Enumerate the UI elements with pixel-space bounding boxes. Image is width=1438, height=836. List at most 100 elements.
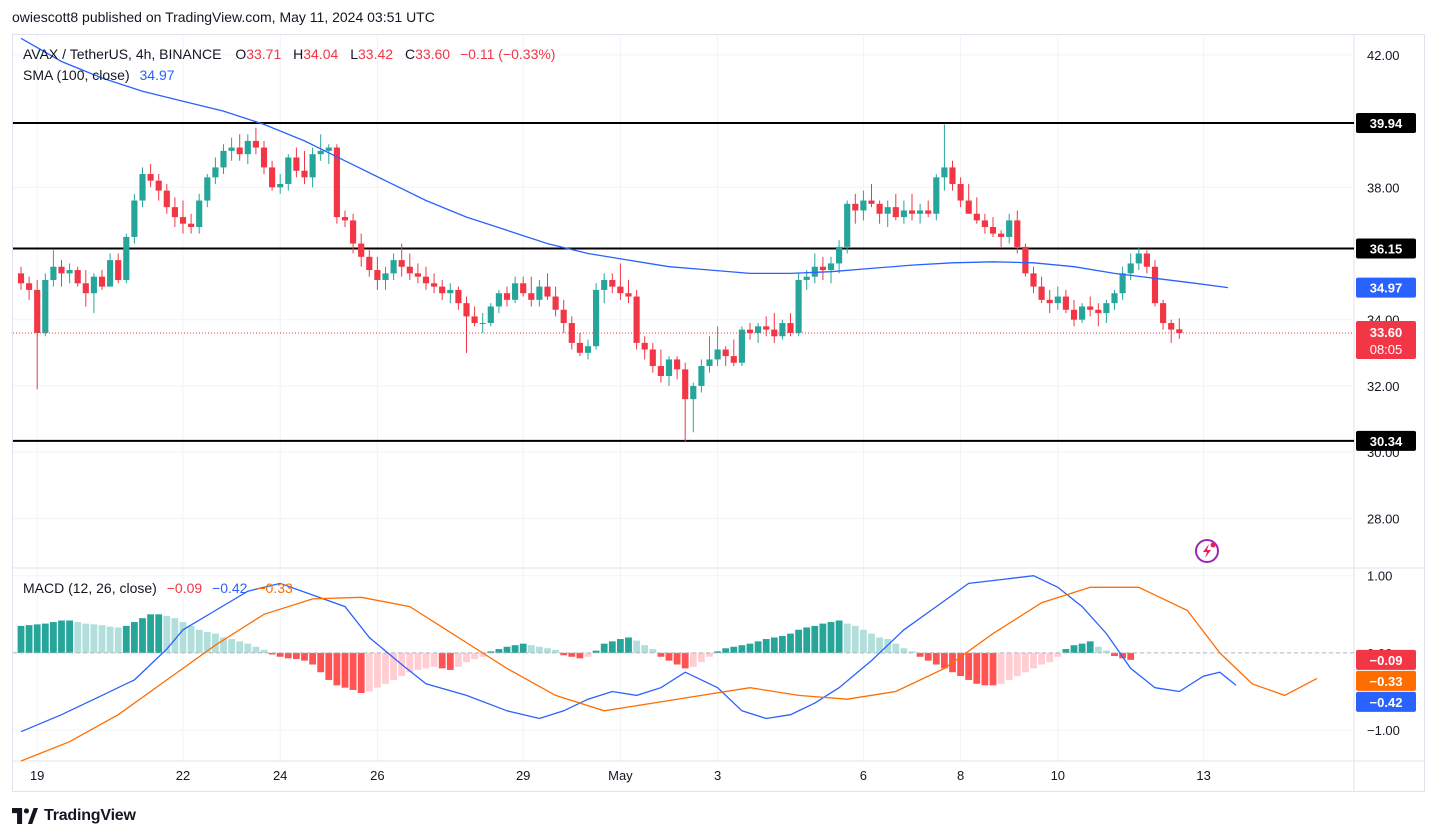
candle-body — [58, 266, 65, 274]
histogram-bar — [503, 646, 511, 653]
macd-badge-bg — [1356, 649, 1416, 670]
histogram-bar — [74, 622, 82, 653]
candle-body — [1143, 253, 1150, 267]
candle-body — [593, 289, 600, 347]
legend-sma-value: 34.97 — [140, 67, 175, 83]
candle-body — [617, 286, 624, 294]
time-tick-label: May — [608, 768, 633, 783]
candle-body — [860, 200, 867, 211]
histogram-bar — [1021, 652, 1029, 673]
histogram-bar — [714, 651, 722, 653]
candle-body — [139, 174, 146, 201]
histogram-bar — [33, 624, 41, 653]
legend-h-label: H — [293, 46, 303, 62]
candle-body — [819, 266, 826, 271]
candle-body — [374, 270, 381, 280]
candle-body — [390, 260, 397, 274]
time-tick-label: 8 — [957, 768, 964, 783]
histogram-bar — [187, 625, 195, 653]
histogram-bar — [203, 632, 211, 653]
candle-body — [544, 286, 551, 297]
histogram-bar — [681, 652, 689, 669]
histogram-bar — [333, 652, 341, 686]
candle-body — [317, 150, 324, 155]
candle-body — [771, 329, 778, 337]
candle-body — [1006, 220, 1013, 237]
sma-line — [20, 37, 1228, 289]
level-badge-bg — [1356, 238, 1416, 259]
footer-brand[interactable]: TradingView — [12, 804, 136, 828]
histogram-bar — [365, 652, 373, 692]
macd-badge: −0.33 — [1356, 670, 1416, 691]
legend-macd-hist: −0.09 — [167, 580, 203, 596]
macd-line — [20, 575, 1237, 733]
histogram-bar — [738, 645, 746, 653]
candle-body — [576, 342, 583, 353]
macd-badge-label: −0.09 — [1370, 653, 1403, 668]
candle-body — [998, 233, 1005, 237]
chart-grid — [13, 35, 1354, 761]
histogram-bar — [511, 645, 519, 653]
histogram-bar — [106, 626, 114, 653]
candle-body — [398, 260, 405, 267]
histogram-bar — [868, 633, 875, 653]
histogram-bar — [835, 620, 843, 653]
legend-low: 33.42 — [358, 46, 393, 62]
histogram-bar — [625, 637, 632, 653]
candle-body — [763, 326, 770, 330]
candle-body — [1168, 323, 1175, 330]
candle-body — [722, 349, 729, 357]
candle-body — [50, 266, 57, 280]
candle-body — [1046, 299, 1053, 304]
macd-badge-label: −0.42 — [1370, 695, 1403, 710]
candle-body — [900, 210, 907, 218]
histogram-bar — [633, 640, 641, 653]
candle-body — [115, 260, 122, 280]
candle-body — [779, 323, 786, 337]
candle-body — [1135, 253, 1142, 264]
histogram-bar — [98, 625, 106, 653]
histogram-bar — [90, 624, 98, 653]
level-badge: 36.15 — [1356, 238, 1416, 259]
candle-body — [989, 227, 997, 234]
histogram-bar — [1094, 646, 1102, 653]
candle-body — [965, 200, 972, 214]
histogram-bar — [600, 643, 608, 653]
candle-body — [163, 190, 170, 208]
candle-body — [811, 266, 818, 277]
histogram-bar — [932, 652, 940, 665]
candle-body — [269, 167, 276, 188]
histogram-bar — [236, 641, 244, 653]
macd-badge-bg — [1356, 670, 1416, 691]
histogram-bar — [284, 652, 292, 659]
candle-body — [220, 150, 227, 168]
candle-body — [512, 283, 519, 300]
time-tick-label: 6 — [860, 768, 867, 783]
histogram-bar — [479, 652, 487, 657]
legend-change: −0.11 (−0.33%) — [460, 46, 555, 62]
candle-body — [333, 147, 340, 218]
histogram-bar — [171, 618, 179, 653]
histogram-bar — [1062, 649, 1070, 653]
histogram-bar — [220, 637, 227, 653]
candle-body — [479, 323, 486, 325]
histogram-bar — [82, 623, 90, 653]
candle-body — [560, 309, 567, 324]
candle-body — [674, 359, 681, 370]
histogram-bar — [576, 652, 584, 659]
sma-badge: 34.97 — [1356, 277, 1416, 298]
histogram-bar — [778, 635, 786, 653]
candle-body — [1111, 293, 1118, 304]
candle-body — [827, 263, 835, 271]
macd-signal-line — [20, 586, 1318, 762]
candle-body — [1022, 246, 1029, 274]
lightning-icon[interactable] — [1195, 539, 1219, 563]
macd-badge: −0.42 — [1356, 691, 1416, 712]
price-tick-label: 42.00 — [1367, 48, 1400, 63]
candle-body — [625, 293, 632, 297]
candle-body — [795, 279, 802, 333]
histogram-bar — [697, 652, 705, 663]
candle-body — [1030, 273, 1037, 287]
